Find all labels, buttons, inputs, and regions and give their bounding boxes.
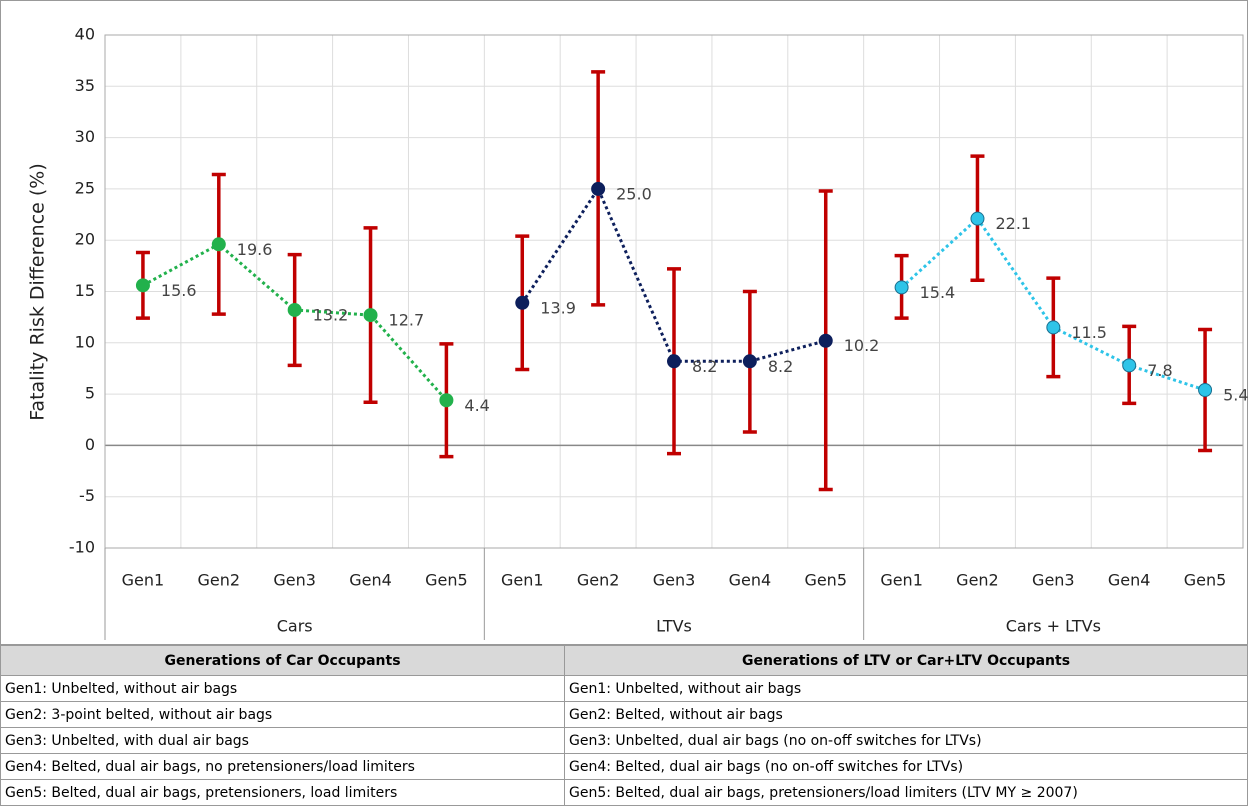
data-point [742,354,757,369]
y-tick-label: 0 [85,435,95,454]
table-cell: Gen2: 3-point belted, without air bags [0,701,565,728]
data-label: 13.2 [313,305,349,324]
x-tick-label: Gen4 [1108,571,1151,590]
data-label: 22.1 [995,214,1031,233]
data-point [818,333,833,348]
x-tick-label: Gen3 [653,571,696,590]
data-point [970,211,985,226]
x-tick-label: Gen5 [804,571,847,590]
data-label: 15.6 [161,281,197,300]
data-label: 19.6 [237,240,273,259]
y-tick-label: 5 [85,384,95,403]
table-cell: Gen2: Belted, without air bags [564,701,1248,728]
table-cell: Gen1: Unbelted, without air bags [564,675,1248,702]
x-tick-label: Gen5 [1184,571,1227,590]
group-label: Cars + LTVs [1006,617,1101,636]
table-cell: Gen3: Unbelted, dual air bags (no on-off… [564,727,1248,754]
data-point [591,181,606,196]
data-label: 7.8 [1147,361,1172,380]
data-point [1046,320,1061,335]
x-tick-label: Gen4 [349,571,392,590]
data-label: 4.4 [464,396,489,415]
legend-table: Generations of Car Occupants Generations … [0,645,1248,806]
data-label: 15.4 [920,283,956,302]
y-tick-label: 15 [75,281,95,300]
plot-frame [104,34,1244,549]
chart: Fatality Risk Difference (%) -10 -5 0 5 10 15… [0,0,1248,645]
data-label: 8.2 [692,357,717,376]
table-cell: Gen5: Belted, dual air bags, pretensione… [564,779,1248,806]
data-point [211,237,226,252]
x-tick-label: Gen3 [1032,571,1075,590]
data-label: 8.2 [768,357,793,376]
data-label: 5.4 [1223,385,1248,404]
data-point [1122,358,1137,373]
table-cell: Gen5: Belted, dual air bags, pretensione… [0,779,565,806]
data-point [287,302,302,317]
data-point [515,295,530,310]
data-point [439,393,454,408]
table-cell: Gen1: Unbelted, without air bags [0,675,565,702]
data-label: 25.0 [616,184,652,203]
group-label: LTVs [656,617,692,636]
table-cell: Gen4: Belted, dual air bags, no pretensi… [0,753,565,780]
data-label: 11.5 [1071,323,1107,342]
data-point [1198,382,1213,397]
y-tick-label: 20 [75,230,95,249]
x-tick-label: Gen4 [729,571,772,590]
data-point [894,280,909,295]
x-tick-label: Gen2 [577,571,620,590]
y-tick-label: -10 [69,538,95,557]
y-tick-label: 25 [75,178,95,197]
x-tick-label: Gen2 [956,571,999,590]
data-point [135,278,150,293]
x-tick-label: Gen5 [425,571,468,590]
y-axis-label: Fatality Risk Difference (%) [27,163,49,421]
table-cell: Gen4: Belted, dual air bags (no on-off s… [564,753,1248,780]
group-label: Cars [277,617,313,636]
y-tick-label: 10 [75,332,95,351]
x-tick-label: Gen2 [198,571,241,590]
y-tick-label: 40 [75,25,95,44]
data-label: 12.7 [389,311,425,330]
table-cell: Gen3: Unbelted, with dual air bags [0,727,565,754]
table-header: Generations of Car Occupants [0,645,565,676]
y-tick-label: -5 [79,486,95,505]
table-header: Generations of LTV or Car+LTV Occupants [564,645,1248,676]
y-tick-label: 30 [75,127,95,146]
x-tick-label: Gen1 [880,571,923,590]
data-point [667,354,681,369]
x-tick-label: Gen1 [122,571,165,590]
y-tick-label: 35 [75,76,95,95]
x-tick-label: Gen3 [273,571,316,590]
x-tick-label: Gen1 [501,571,544,590]
data-label: 10.2 [844,336,880,355]
data-label: 13.9 [540,298,576,317]
data-point [363,308,378,323]
